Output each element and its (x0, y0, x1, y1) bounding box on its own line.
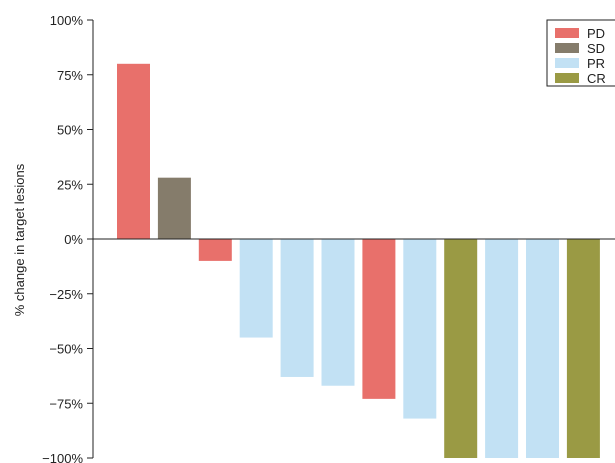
bar-11 (526, 239, 559, 458)
y-axis-ticks: 100% 75% 50% 25% 0% −25% −50% −75% −100% (42, 13, 93, 463)
bar-1 (117, 63, 150, 239)
y-tick-label: 75% (57, 68, 83, 83)
legend-swatch-sd (555, 43, 579, 53)
y-tick-label: 100% (50, 13, 84, 28)
bar-7 (362, 239, 396, 399)
y-tick-label: 0% (64, 232, 83, 247)
bar-9 (444, 239, 478, 458)
y-tick-label: −50% (49, 342, 83, 357)
bar-12 (566, 239, 600, 458)
legend-swatch-cr (555, 73, 579, 83)
bars (117, 63, 600, 458)
bar-2 (157, 177, 191, 239)
y-axis-label: % change in target lesions (12, 163, 27, 316)
legend-swatch-pd (555, 28, 579, 38)
legend-label-cr: CR (587, 71, 606, 86)
y-tick-label: 25% (57, 177, 83, 192)
y-tick-label: 50% (57, 123, 83, 138)
bar-4 (239, 239, 273, 338)
y-tick-label: −75% (49, 396, 83, 411)
bar-5 (280, 239, 314, 377)
y-tick-label: −25% (49, 287, 83, 302)
legend-label-pr: PR (587, 56, 605, 71)
bar-8 (403, 239, 437, 419)
legend-label-sd: SD (587, 41, 605, 56)
legend-swatch-pr (555, 58, 579, 68)
bar-3 (198, 239, 232, 261)
bar-10 (485, 239, 519, 458)
y-tick-label: −100% (42, 451, 83, 463)
legend-label-pd: PD (587, 26, 605, 41)
bar-6 (321, 239, 355, 386)
